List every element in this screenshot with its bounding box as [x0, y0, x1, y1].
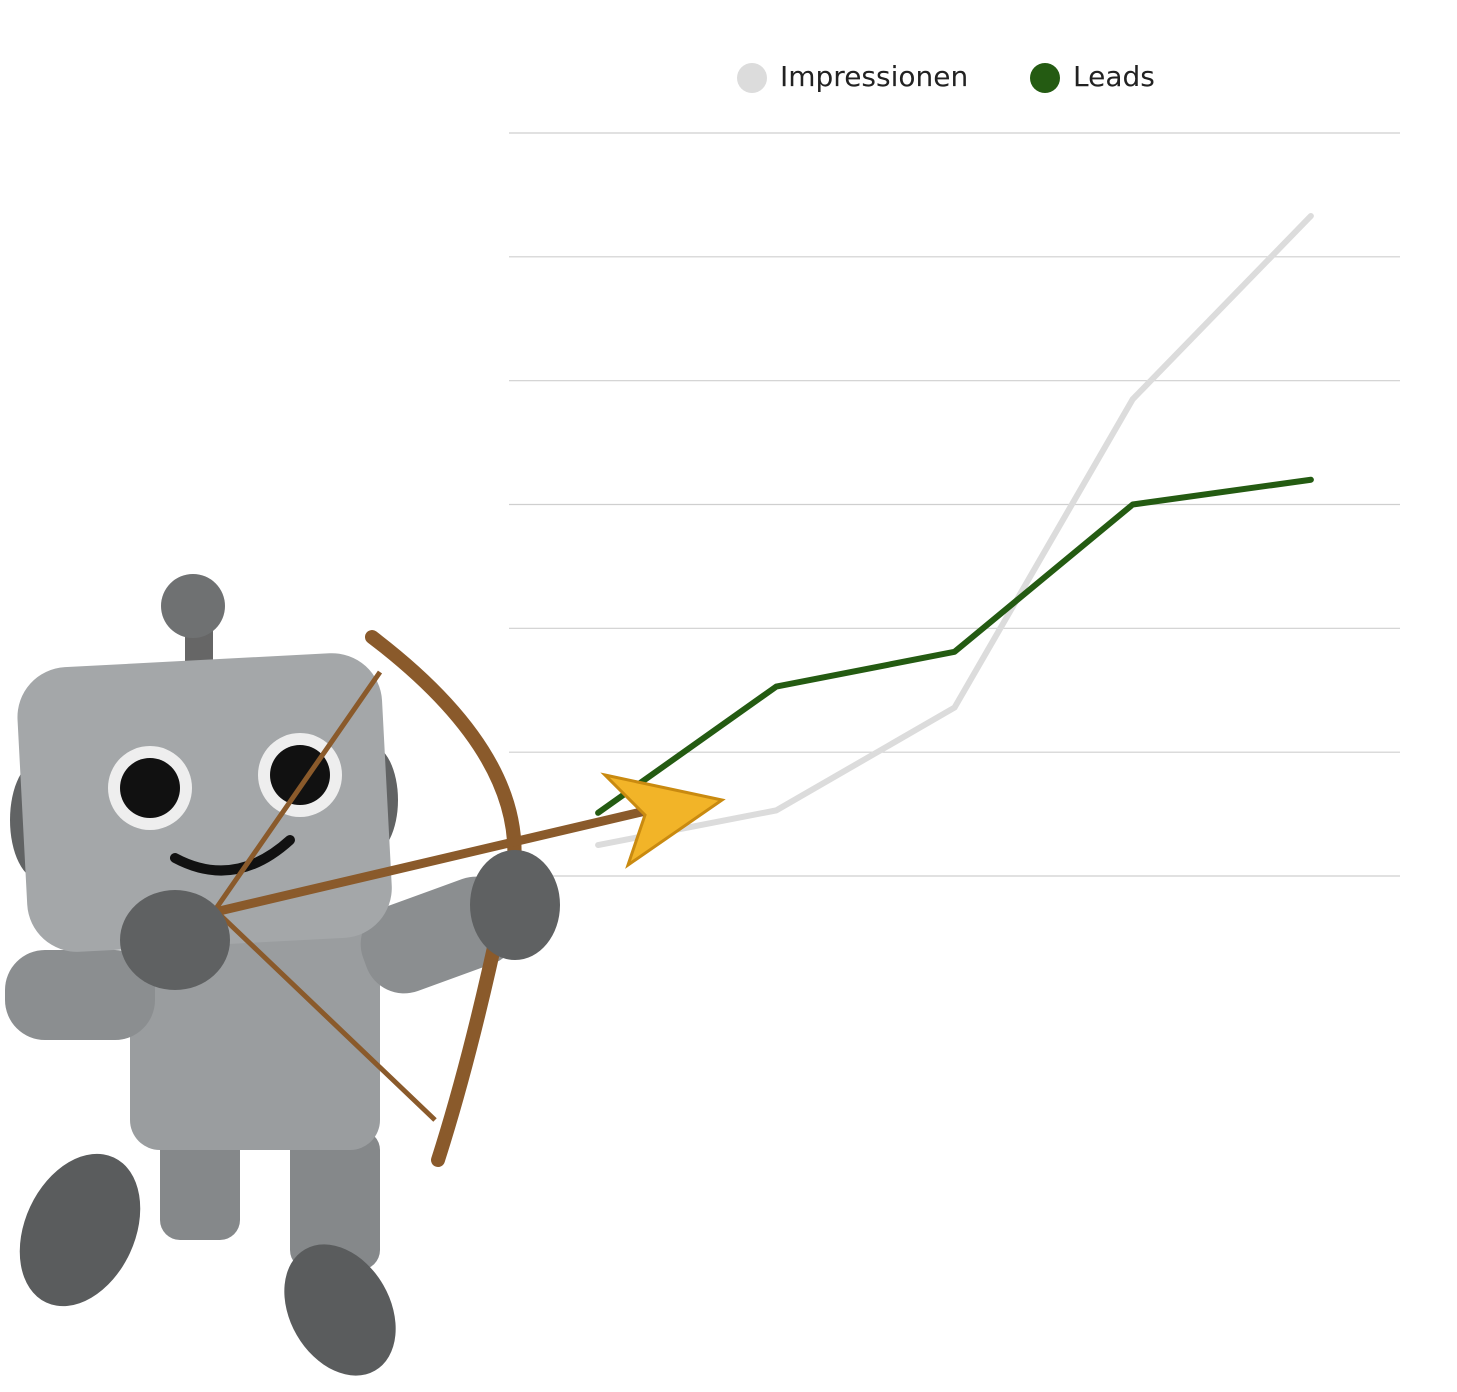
leg [290, 1130, 380, 1270]
series-line [595, 476, 1314, 816]
robot-illustration [5, 574, 726, 1376]
arrow-shaft [213, 805, 652, 917]
hand [470, 850, 560, 960]
legend-label: Impressionen [780, 60, 968, 93]
foot [284, 1244, 396, 1376]
legend-swatch [1030, 63, 1060, 93]
series-line [595, 212, 1314, 849]
arm [5, 950, 155, 1040]
pupil [270, 745, 330, 805]
legend-swatch [737, 63, 767, 93]
plot [509, 132, 1400, 877]
hand [120, 890, 230, 990]
mouth [170, 835, 295, 876]
legend: Impressionen Leads [737, 60, 1155, 93]
legend-label: Leads [1073, 60, 1155, 93]
foot [19, 1153, 141, 1307]
head [17, 653, 392, 952]
pupil [120, 758, 180, 818]
antenna-ball [161, 574, 225, 638]
arrowhead [600, 772, 726, 869]
